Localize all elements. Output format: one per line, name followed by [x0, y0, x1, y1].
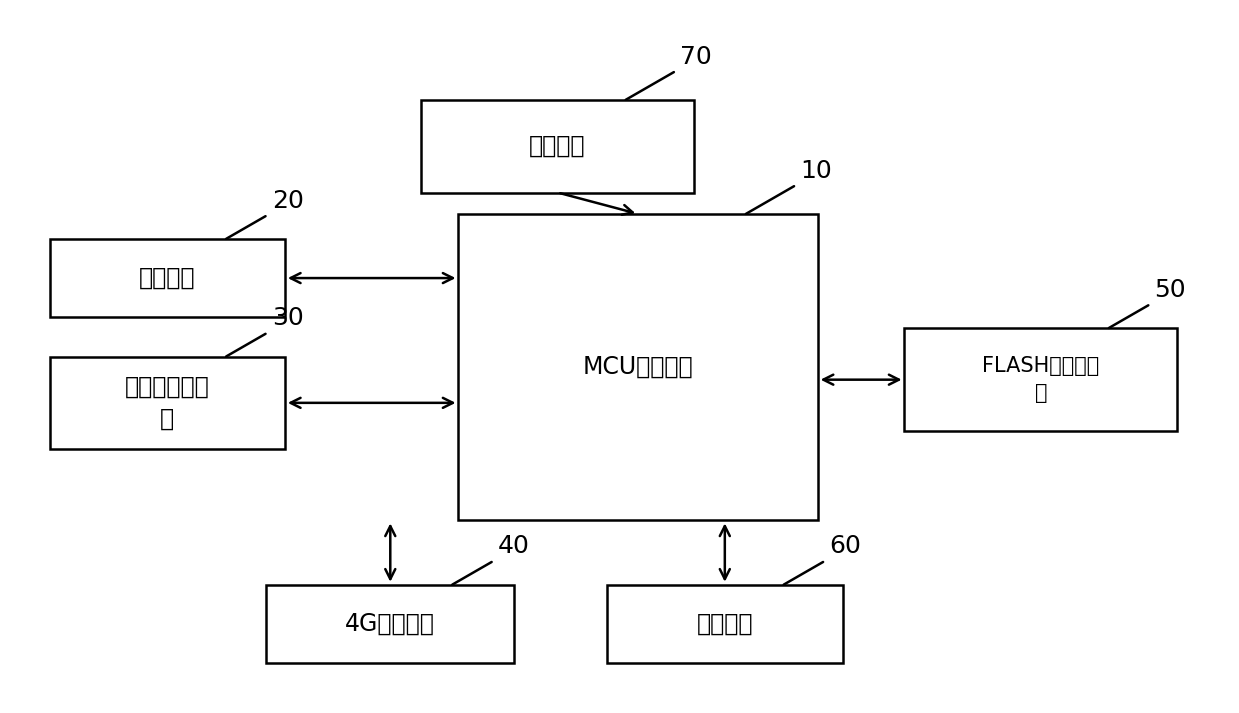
Bar: [607, 585, 843, 663]
Text: 以太网接口模
块: 以太网接口模 块: [125, 375, 209, 431]
Text: 60: 60: [829, 535, 861, 558]
Text: 10: 10: [800, 158, 833, 183]
Text: 40: 40: [498, 535, 530, 558]
Bar: [421, 100, 694, 193]
Text: 串行接口: 串行接口: [696, 612, 753, 636]
Text: 蓝牙模块: 蓝牙模块: [139, 266, 196, 290]
Bar: [50, 239, 285, 317]
Text: 70: 70: [680, 44, 712, 68]
Text: FLASH存储器电
路: FLASH存储器电 路: [983, 356, 1099, 403]
Text: 50: 50: [1155, 278, 1186, 302]
Text: 30: 30: [271, 307, 304, 330]
Bar: [50, 356, 285, 449]
Bar: [266, 585, 514, 663]
Text: MCU主控制器: MCU主控制器: [582, 355, 694, 379]
Bar: [904, 328, 1177, 431]
Bar: [458, 214, 818, 520]
Text: 4G通信模块: 4G通信模块: [346, 612, 435, 636]
Text: 电源电路: 电源电路: [529, 134, 586, 158]
Text: 20: 20: [271, 189, 304, 212]
